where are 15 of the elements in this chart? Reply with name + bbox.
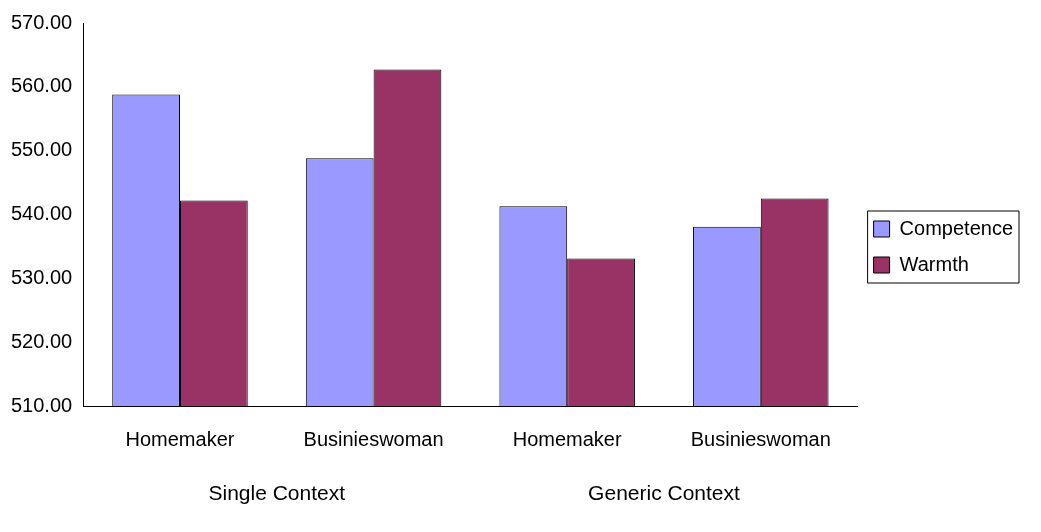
x-tick-label: Homemaker — [125, 427, 235, 450]
y-tick-label: 520.00 — [11, 329, 73, 352]
y-tick-label: 540.00 — [11, 202, 73, 225]
y-tick-label: 550.00 — [11, 138, 73, 161]
x-tick-label: Businieswoman — [303, 427, 444, 450]
legend-label: Competence — [899, 216, 1014, 239]
text: Single Context — [208, 480, 346, 504]
y-tick-label: 530.00 — [11, 265, 73, 288]
legend-label: Warmth — [899, 252, 969, 275]
y-tick-label: 560.00 — [11, 74, 73, 97]
y-tick-label: 570.00 — [11, 10, 73, 33]
x-tick-label: Homemaker — [512, 427, 622, 450]
text: Generic Context — [588, 480, 741, 504]
y-tick-label: 510.00 — [11, 393, 73, 416]
x-tick-label: Businieswoman — [690, 427, 831, 450]
